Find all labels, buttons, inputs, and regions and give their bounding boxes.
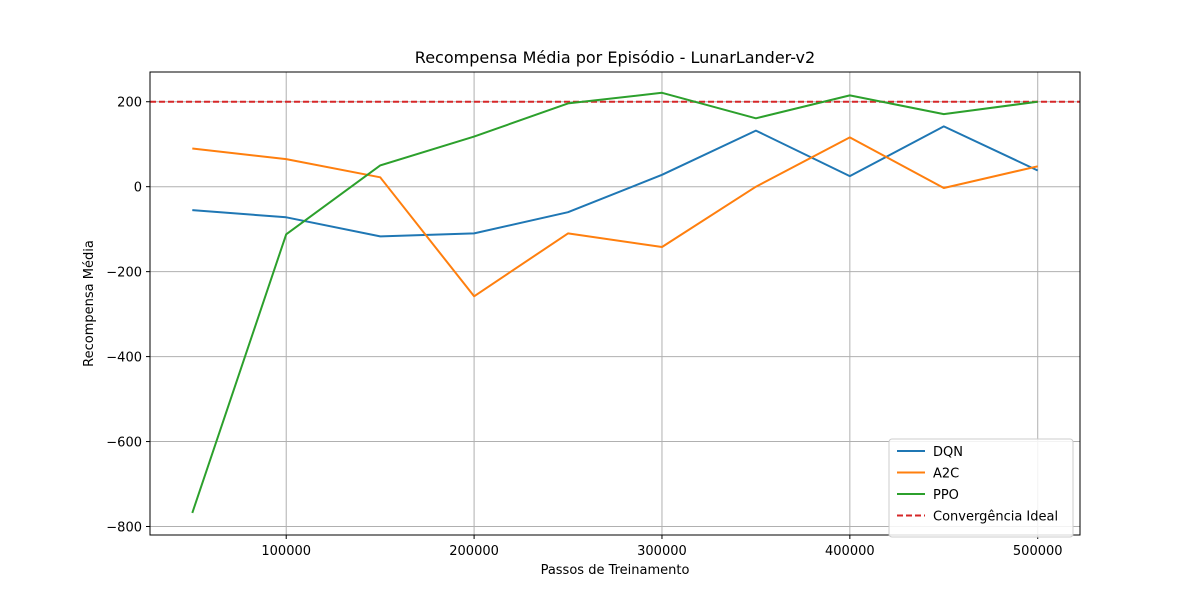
chart-title: Recompensa Média por Episódio - LunarLan… bbox=[415, 48, 815, 67]
y-tick-label: −800 bbox=[106, 521, 142, 536]
legend: DQN A2C PPO Convergência Ideal bbox=[888, 438, 1074, 538]
plot-frame bbox=[149, 71, 1081, 536]
tick-layer: 100000 200000 300000 400000 500000 −800 −600 −4… bbox=[106, 96, 1062, 559]
y-axis-label: Recompensa Média bbox=[82, 240, 97, 367]
x-tick-label: 500000 bbox=[1013, 544, 1063, 559]
legend-label: PPO bbox=[933, 488, 959, 503]
legend-label: DQN bbox=[933, 445, 963, 460]
x-tick-label: 300000 bbox=[637, 544, 687, 559]
y-tick-label: −600 bbox=[106, 436, 142, 451]
series-line-ppo bbox=[191, 91, 1038, 514]
y-tick-label: 0 bbox=[134, 181, 142, 196]
x-tick-label: 400000 bbox=[825, 544, 875, 559]
legend-label: Convergência Ideal bbox=[933, 510, 1058, 525]
legend-box bbox=[888, 438, 1074, 538]
x-axis-label: Passos de Treinamento bbox=[541, 563, 690, 578]
y-tick-label: 200 bbox=[117, 96, 142, 111]
series-line-dqn bbox=[192, 125, 1039, 238]
series-layer bbox=[191, 91, 1039, 514]
y-tick-label: −200 bbox=[106, 266, 142, 281]
x-tick-label: 100000 bbox=[261, 544, 311, 559]
legend-label: A2C bbox=[933, 467, 959, 482]
x-tick-label: 200000 bbox=[449, 544, 499, 559]
y-tick-label: −400 bbox=[106, 351, 142, 366]
series-line-a2c bbox=[192, 136, 1038, 298]
